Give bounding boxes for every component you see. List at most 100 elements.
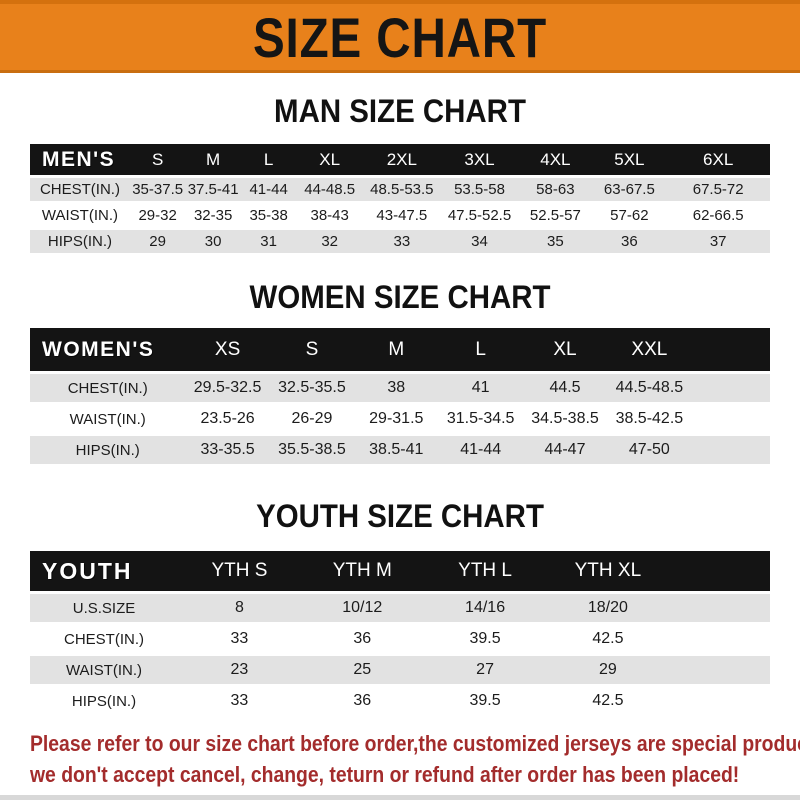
cell-spacer bbox=[691, 433, 770, 464]
cell-value: 39.5 bbox=[423, 622, 547, 655]
table-row: HIPS(IN.) 33 36 39.5 42.5 bbox=[30, 684, 770, 715]
cell-value: 33 bbox=[362, 227, 441, 253]
column-header: S bbox=[129, 144, 186, 177]
cell-value: 35 bbox=[518, 227, 593, 253]
cell-value: 39.5 bbox=[423, 684, 547, 715]
table-row: HIPS(IN.) 33-35.5 35.5-38.5 38.5-41 41-44 44-… bbox=[30, 433, 770, 464]
cell-value: 34.5-38.5 bbox=[522, 402, 608, 435]
page-title: SIZE CHART bbox=[252, 5, 548, 69]
cell-value: 42.5 bbox=[546, 622, 670, 655]
column-header: YTH L bbox=[423, 551, 547, 593]
cell-value: 32.5-35.5 bbox=[269, 371, 355, 404]
column-header: L bbox=[438, 328, 523, 373]
header-spacer bbox=[669, 551, 770, 593]
chart-section-2: YOUTH SIZE CHART YOUTH YTH S YTH M YTH L YTH … bbox=[0, 498, 800, 715]
cell-value: 41-44 bbox=[438, 433, 523, 464]
cell-value: 36 bbox=[300, 622, 424, 655]
table-header-label: YOUTH bbox=[30, 551, 178, 593]
section-heading: YOUTH SIZE CHART bbox=[256, 498, 544, 534]
cell-value: 67.5-72 bbox=[666, 175, 770, 203]
cell-value: 26-29 bbox=[269, 402, 355, 435]
cell-value: 29 bbox=[129, 227, 186, 253]
order-notice: Please refer to our size chart before or… bbox=[0, 728, 800, 790]
cell-value: 18/20 bbox=[546, 591, 670, 624]
cell-value: 30 bbox=[185, 227, 241, 253]
chart-section-0: MAN SIZE CHART MEN'S S M L XL 2XL 3XL 4XL 5XL 6XL C… bbox=[0, 93, 800, 253]
table-header-label: WOMEN'S bbox=[30, 328, 186, 373]
column-header: XL bbox=[522, 328, 608, 373]
row-label: CHEST(IN.) bbox=[30, 371, 186, 404]
column-header: YTH M bbox=[300, 551, 424, 593]
column-header: M bbox=[354, 328, 439, 373]
cell-value: 32 bbox=[296, 227, 363, 253]
cell-spacer bbox=[669, 653, 770, 686]
notice-line-1: Please refer to our size chart before or… bbox=[30, 731, 800, 756]
cell-value: 37 bbox=[666, 227, 770, 253]
cell-value: 48.5-53.5 bbox=[362, 175, 441, 203]
column-header: M bbox=[185, 144, 241, 177]
column-header: L bbox=[240, 144, 297, 177]
cell-value: 38.5-41 bbox=[354, 433, 439, 464]
chart-section-1: WOMEN SIZE CHART WOMEN'S XS S M L XL XXL CHEST(I… bbox=[0, 279, 800, 464]
cell-value: 25 bbox=[300, 653, 424, 686]
cell-value: 33 bbox=[178, 622, 301, 655]
section-heading: MAN SIZE CHART bbox=[274, 93, 526, 129]
sections-root: MAN SIZE CHART MEN'S S M L XL 2XL 3XL 4XL 5XL 6XL C… bbox=[0, 73, 800, 715]
cell-value: 58-63 bbox=[518, 175, 593, 203]
header-spacer bbox=[691, 328, 770, 373]
cell-value: 42.5 bbox=[546, 684, 670, 715]
row-label: U.S.SIZE bbox=[30, 591, 178, 624]
cell-value: 35.5-38.5 bbox=[269, 433, 355, 464]
cell-spacer bbox=[669, 591, 770, 624]
table-header-bar: MEN'S S M L XL 2XL 3XL 4XL 5XL 6XL bbox=[30, 144, 770, 177]
column-header: 5XL bbox=[592, 144, 667, 177]
size-table: YOUTH YTH S YTH M YTH L YTH XL U.S.SIZE 8 10/12… bbox=[30, 551, 770, 715]
cell-value: 44.5-48.5 bbox=[607, 371, 692, 404]
table-row: CHEST(IN.) 35-37.5 37.5-41 41-44 44-48.5 48.5… bbox=[30, 175, 770, 203]
cell-value: 32-35 bbox=[185, 201, 241, 229]
table-header-bar: WOMEN'S XS S M L XL XXL bbox=[30, 328, 770, 373]
cell-spacer bbox=[669, 622, 770, 655]
bottom-strip bbox=[0, 795, 800, 800]
column-header: XL bbox=[296, 144, 363, 177]
column-header: YTH XL bbox=[546, 551, 670, 593]
cell-value: 33-35.5 bbox=[185, 433, 270, 464]
cell-value: 14/16 bbox=[423, 591, 547, 624]
cell-value: 53.5-58 bbox=[440, 175, 519, 203]
size-table: WOMEN'S XS S M L XL XXL CHEST(IN.) 29.5-32.5 32.5… bbox=[30, 328, 770, 464]
cell-value: 31 bbox=[240, 227, 297, 253]
cell-value: 36 bbox=[300, 684, 424, 715]
cell-value: 23 bbox=[178, 653, 301, 686]
table-row: CHEST(IN.) 29.5-32.5 32.5-35.5 38 41 44.5 44.5… bbox=[30, 371, 770, 404]
cell-value: 37.5-41 bbox=[185, 175, 241, 203]
column-header: YTH S bbox=[178, 551, 301, 593]
cell-value: 47-50 bbox=[607, 433, 692, 464]
column-header: XXL bbox=[607, 328, 692, 373]
column-header: 3XL bbox=[440, 144, 519, 177]
table-header-bar: YOUTH YTH S YTH M YTH L YTH XL bbox=[30, 551, 770, 593]
cell-value: 38 bbox=[354, 371, 439, 404]
table-header-label: MEN'S bbox=[30, 144, 130, 177]
section-heading: WOMEN SIZE CHART bbox=[249, 279, 551, 315]
cell-value: 52.5-57 bbox=[518, 201, 593, 229]
cell-value: 47.5-52.5 bbox=[440, 201, 519, 229]
cell-value: 29-32 bbox=[129, 201, 186, 229]
cell-value: 41 bbox=[438, 371, 523, 404]
table-row: CHEST(IN.) 33 36 39.5 42.5 bbox=[30, 622, 770, 655]
cell-value: 35-37.5 bbox=[129, 175, 186, 203]
row-label: WAIST(IN.) bbox=[30, 201, 130, 229]
cell-value: 38.5-42.5 bbox=[607, 402, 692, 435]
cell-value: 44-48.5 bbox=[296, 175, 363, 203]
cell-spacer bbox=[691, 371, 770, 404]
cell-spacer bbox=[691, 402, 770, 435]
cell-value: 44.5 bbox=[522, 371, 608, 404]
cell-value: 38-43 bbox=[296, 201, 363, 229]
cell-value: 29-31.5 bbox=[354, 402, 439, 435]
row-label: HIPS(IN.) bbox=[30, 227, 130, 253]
column-header: 4XL bbox=[518, 144, 593, 177]
size-table: MEN'S S M L XL 2XL 3XL 4XL 5XL 6XL CHEST(IN.) 35-37… bbox=[30, 144, 770, 253]
row-label: CHEST(IN.) bbox=[30, 622, 178, 655]
notice-line-2: we don't accept cancel, change, teturn o… bbox=[30, 762, 740, 787]
row-label: WAIST(IN.) bbox=[30, 653, 178, 686]
cell-value: 29.5-32.5 bbox=[185, 371, 270, 404]
